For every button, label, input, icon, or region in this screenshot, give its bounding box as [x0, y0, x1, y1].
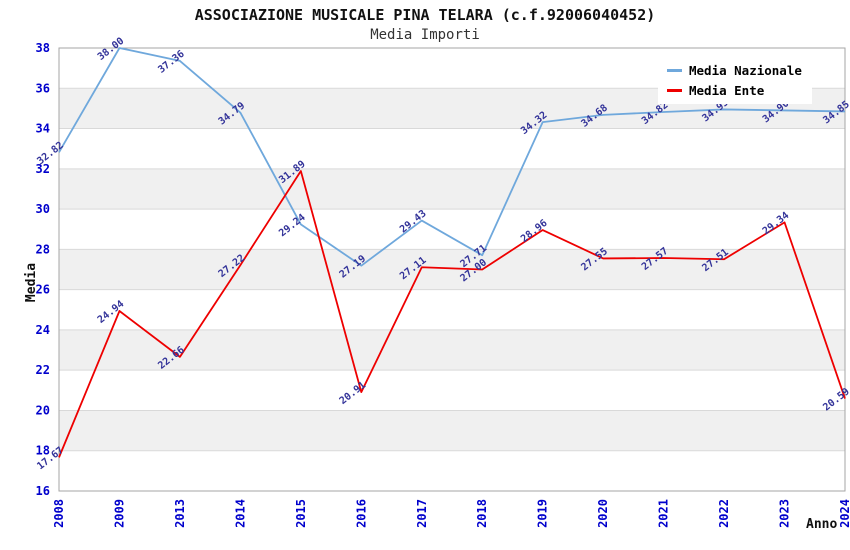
- x-tick-label: 2020: [596, 499, 610, 528]
- data-point-label: 29.34: [761, 210, 791, 237]
- x-tick-label: 2019: [536, 499, 550, 528]
- x-tick-label: 2014: [233, 499, 247, 528]
- legend-label: Media Nazionale: [689, 62, 802, 78]
- plot-band: [59, 329, 845, 371]
- y-tick-label: 34: [36, 122, 50, 136]
- x-tick-label: 2018: [475, 499, 489, 528]
- y-tick-label: 18: [36, 444, 50, 458]
- legend-line-icon: [667, 89, 682, 93]
- y-tick-label: 20: [36, 403, 50, 417]
- y-tick-label: 30: [36, 202, 50, 216]
- data-point-label: 20.59: [821, 386, 850, 413]
- y-tick-label: 36: [36, 81, 50, 95]
- x-tick-label: 2017: [415, 499, 429, 528]
- chart-title: ASSOCIAZIONE MUSICALE PINA TELARA (c.f.9…: [194, 6, 656, 24]
- data-point-label: 32.82: [35, 140, 65, 167]
- legend-item-media-nazionale: Media Nazionale: [658, 63, 812, 78]
- y-tick-label: 16: [36, 484, 50, 498]
- plot-band: [59, 168, 845, 210]
- chart-subtitle: Media Importi: [370, 27, 480, 43]
- legend-label: Media Ente: [689, 83, 765, 99]
- x-tick-label: 2015: [294, 499, 308, 528]
- y-tick-label: 32: [36, 162, 50, 176]
- x-tick-label: 2016: [354, 499, 368, 528]
- data-point-label: 20.91: [338, 380, 368, 407]
- y-tick-label: 26: [36, 283, 50, 297]
- legend-item-media-ente: Media Ente: [658, 83, 812, 98]
- x-axis-title: Anno: [806, 517, 838, 532]
- y-tick-label: 24: [36, 323, 50, 337]
- y-axis-title: Media: [24, 262, 40, 303]
- legend: Media Nazionale Media Ente: [658, 57, 812, 104]
- x-tick-label: 2008: [52, 499, 66, 528]
- series-line-media-ente: [58, 170, 846, 458]
- x-tick-label: 2022: [717, 499, 731, 528]
- plot-band: [59, 249, 845, 290]
- y-tick-label: 38: [36, 41, 50, 55]
- y-tick-label: 28: [36, 242, 50, 256]
- legend-line-icon: [667, 68, 682, 72]
- y-tick-label: 22: [36, 363, 50, 377]
- plot-band: [59, 410, 845, 451]
- plot-border: [58, 47, 846, 492]
- x-tick-label: 2009: [112, 499, 126, 528]
- x-tick-label: 2023: [778, 499, 792, 528]
- x-tick-label: 2013: [173, 499, 187, 528]
- x-tick-label: 2024: [838, 499, 850, 528]
- series-line-media-nazionale: [58, 47, 846, 267]
- x-tick-label: 2021: [657, 499, 671, 528]
